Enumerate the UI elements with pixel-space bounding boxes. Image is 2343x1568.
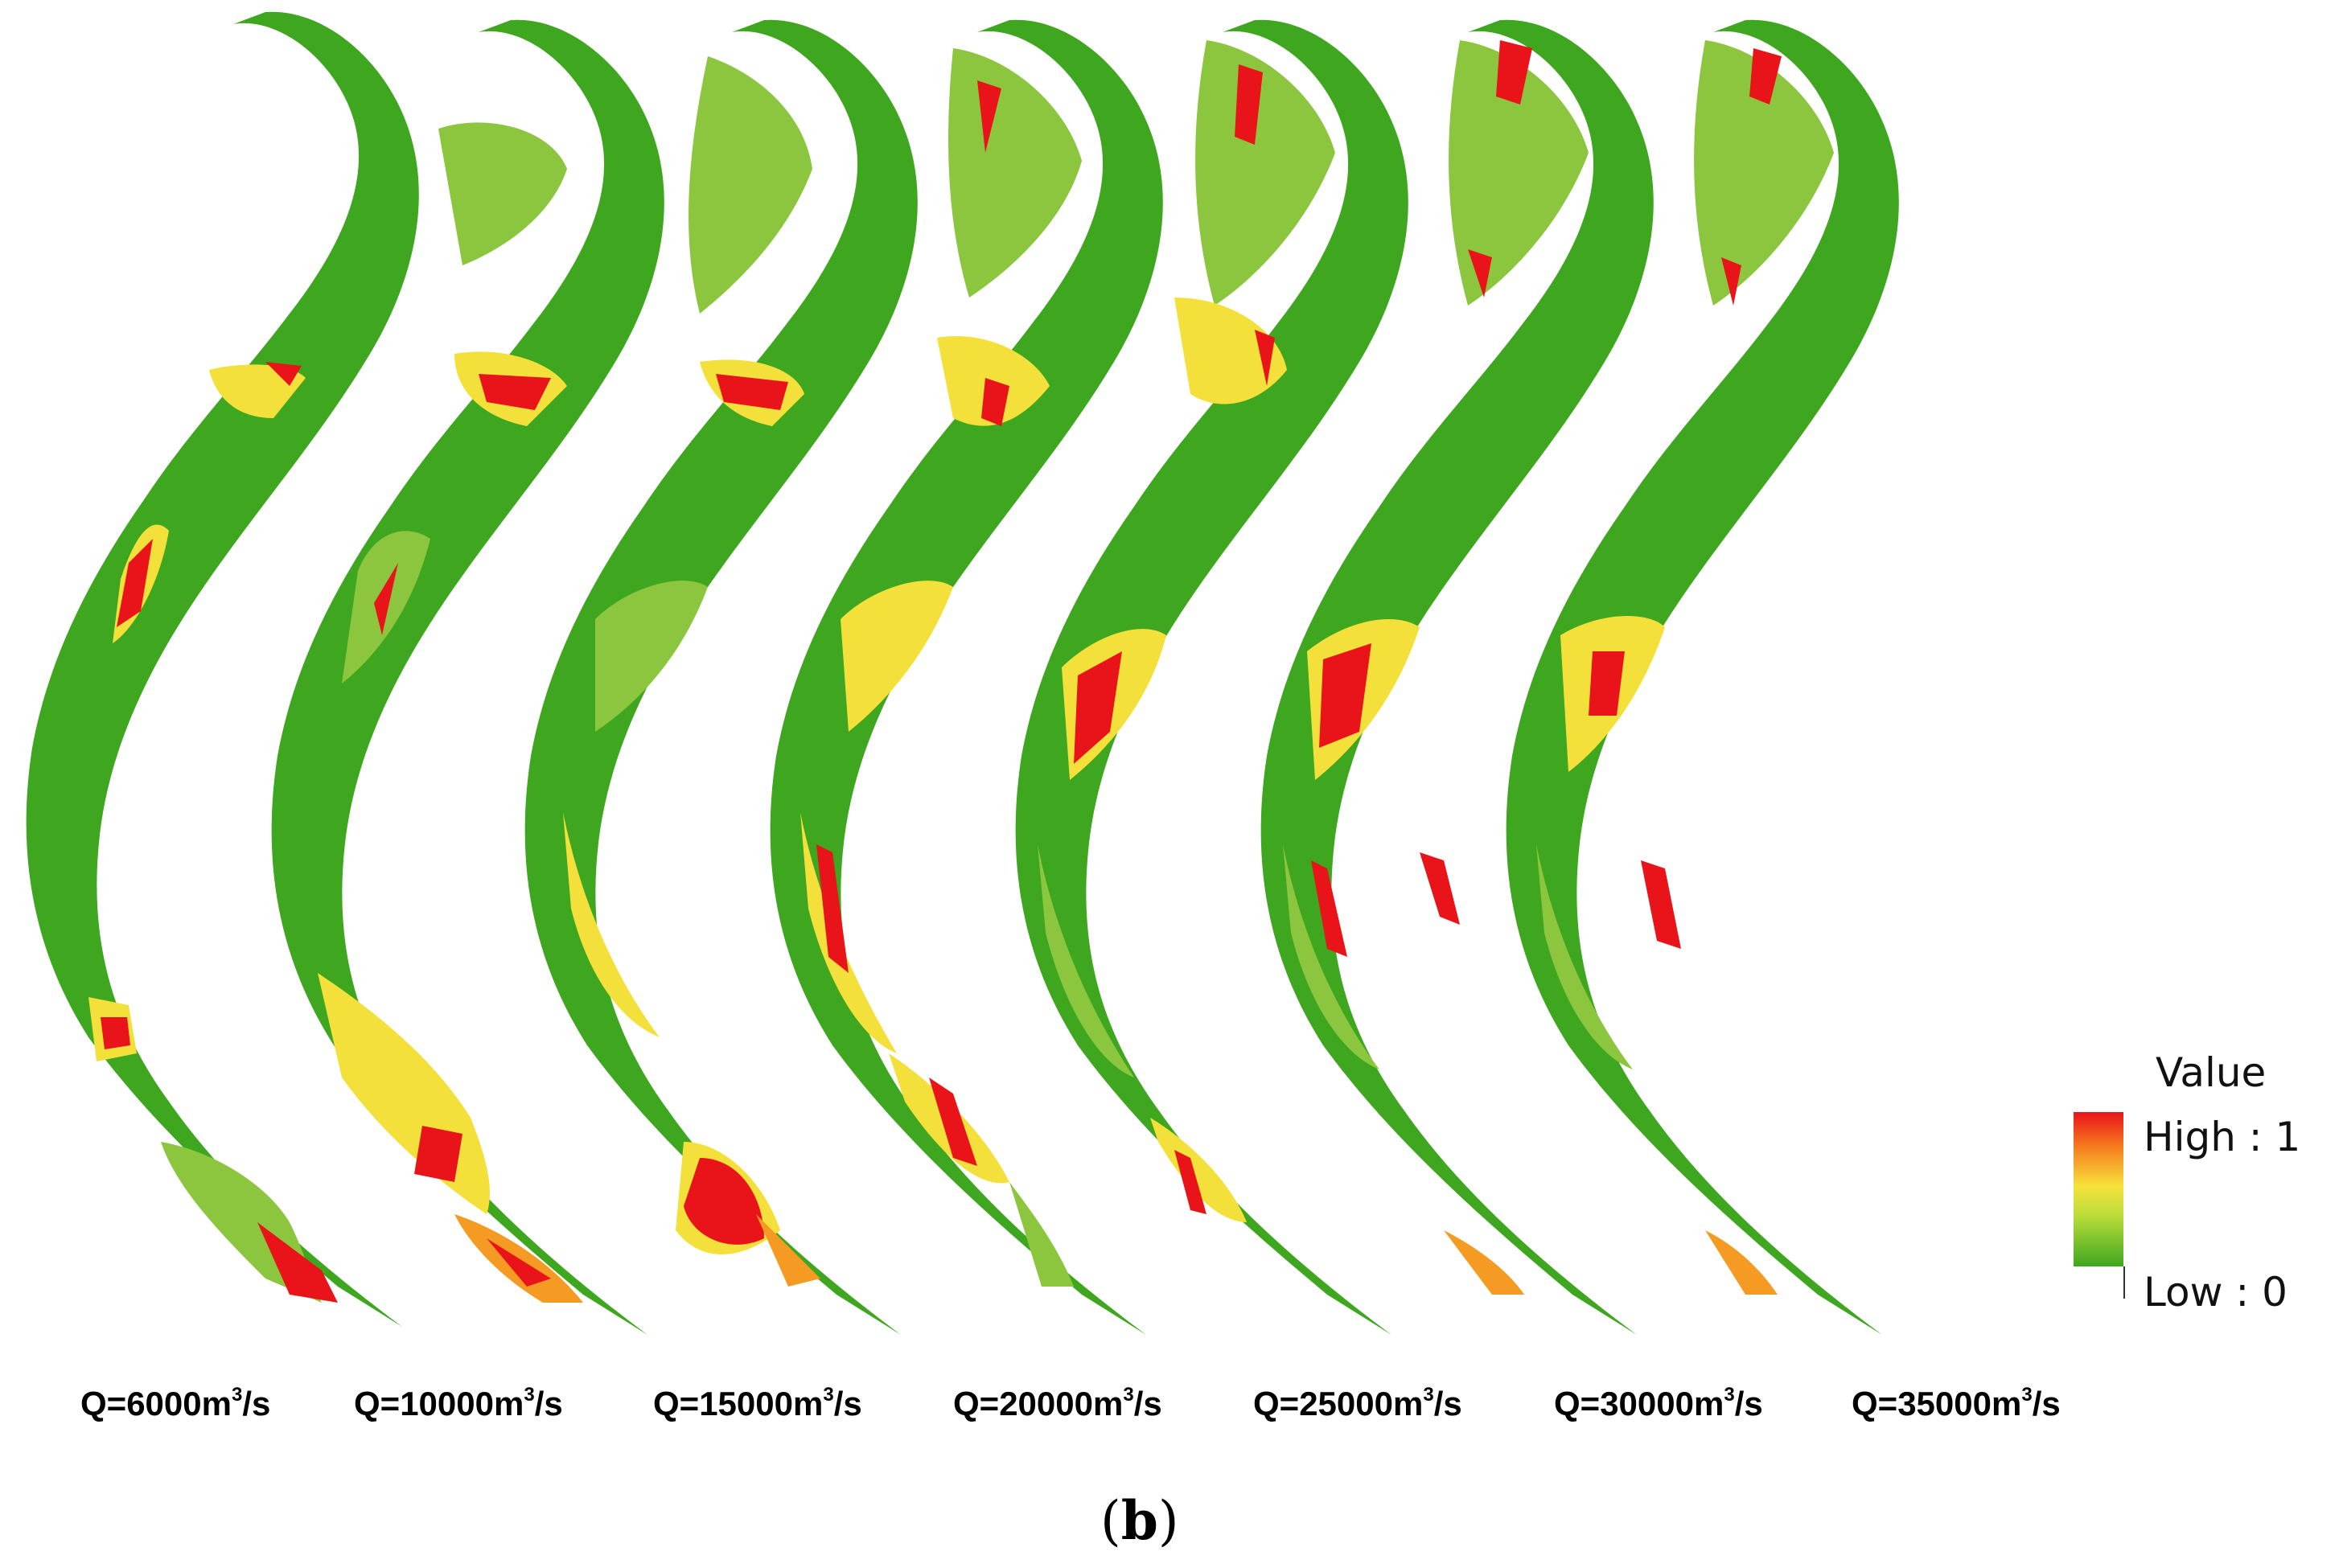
panel-caption-7: Q=35000m3/s xyxy=(1852,1384,2061,1422)
river-map-panel-2 xyxy=(271,19,664,1335)
river-map-panel-3 xyxy=(524,19,918,1335)
panel-caption-3: Q=15000m3/s xyxy=(653,1384,862,1422)
legend-low-tick xyxy=(2123,1266,2125,1299)
panel-caption-1: Q=6000m3/s xyxy=(80,1384,271,1422)
legend-color-ramp xyxy=(2074,1112,2123,1266)
river-map-panel-7 xyxy=(1506,19,1899,1335)
river-map-panel-6 xyxy=(1260,19,1654,1335)
panel-caption-6: Q=30000m3/s xyxy=(1554,1384,1763,1422)
river-map-panel-5 xyxy=(1015,19,1408,1335)
panel-caption-2: Q=10000m3/s xyxy=(354,1384,563,1422)
river-map-panel-1 xyxy=(26,11,419,1327)
legend-high-label: High : 1 xyxy=(2144,1114,2301,1160)
river-map-panel-4 xyxy=(770,19,1163,1335)
panel-caption-4: Q=20000m3/s xyxy=(953,1384,1162,1422)
legend-low-label: Low : 0 xyxy=(2144,1269,2288,1316)
figure-panel-label: (b) xyxy=(1100,1489,1179,1552)
panel-caption-5: Q=25000m3/s xyxy=(1253,1384,1462,1422)
legend-title: Value xyxy=(2156,1049,2267,1096)
